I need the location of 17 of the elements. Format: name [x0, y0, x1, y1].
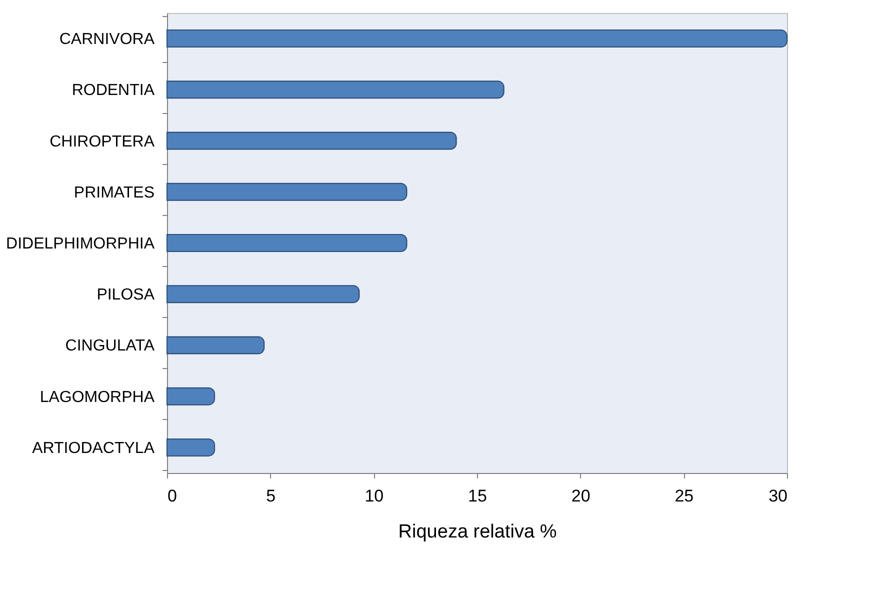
y-tick-label: LAGOMORPHA: [40, 388, 155, 406]
y-tick-label: CINGULATA: [65, 338, 155, 355]
y-tick-label: PILOSA: [96, 286, 155, 304]
x-tick-label: 25: [674, 486, 694, 506]
x-tick-label: 20: [571, 486, 590, 506]
y-tick-label: DIDELPHIMORPHIA: [6, 236, 155, 252]
y-tick-label: ARTIODACTYLA: [32, 440, 155, 457]
x-tick-label: 15: [468, 486, 487, 506]
x-tick-label: 5: [266, 486, 276, 506]
y-tick-label: CHIROPTERA: [50, 133, 155, 150]
x-tick-label: 30: [768, 486, 788, 506]
x-tick-label: 10: [364, 486, 384, 506]
y-tick-label: RODENTIA: [72, 82, 155, 100]
x-tick-label: 0: [168, 486, 177, 506]
x-axis-title: Riqueza relativa %: [398, 522, 557, 542]
y-tick-label: PRIMATES: [74, 184, 154, 202]
y-tick-label: CARNIVORA: [59, 31, 155, 48]
